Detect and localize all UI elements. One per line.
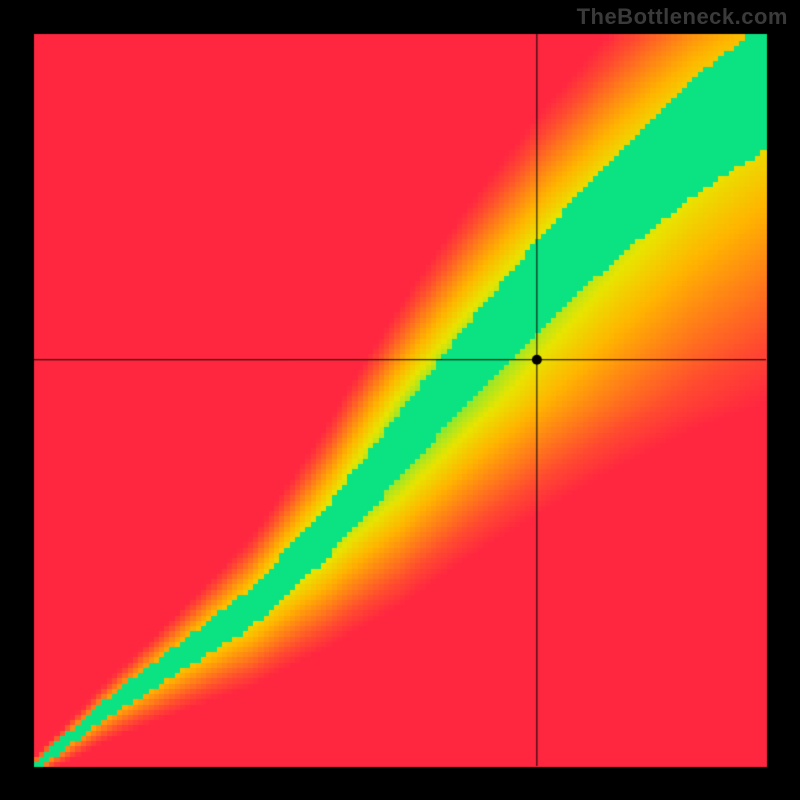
watermark-text: TheBottleneck.com: [577, 4, 788, 30]
chart-container: TheBottleneck.com: [0, 0, 800, 800]
bottleneck-heatmap-canvas: [0, 0, 800, 800]
